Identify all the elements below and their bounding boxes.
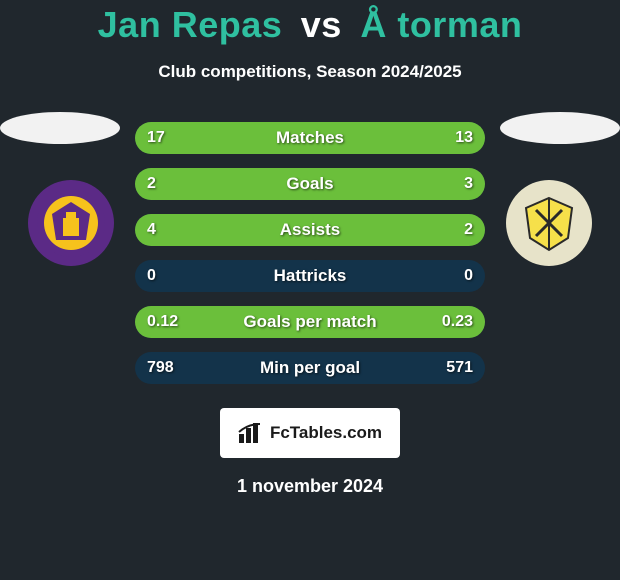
date-label: 1 november 2024 xyxy=(0,476,620,497)
page-title: Jan Repas vs Å torman xyxy=(0,0,620,46)
source-badge-text: FcTables.com xyxy=(270,423,382,443)
club-badge-left-icon xyxy=(36,188,106,258)
stat-bars: 1713Matches 23Goals 42Assists 00Hattricks 0.… xyxy=(135,122,485,384)
stat-row-assists: 42Assists xyxy=(135,214,485,246)
stat-label: Matches xyxy=(135,122,485,154)
club-badge-right-icon xyxy=(514,188,584,258)
source-badge: FcTables.com xyxy=(220,408,400,458)
stat-label: Hattricks xyxy=(135,260,485,292)
subtitle: Club competitions, Season 2024/2025 xyxy=(0,62,620,82)
vs-label: vs xyxy=(301,4,342,45)
player1-photo-placeholder xyxy=(0,112,120,144)
fctables-logo-icon xyxy=(238,422,264,444)
player2-name: Å torman xyxy=(360,4,522,45)
stat-label: Goals xyxy=(135,168,485,200)
stat-row-min-per-goal: 798571Min per goal xyxy=(135,352,485,384)
stat-label: Goals per match xyxy=(135,306,485,338)
stat-row-goals: 23Goals xyxy=(135,168,485,200)
stat-row-hattricks: 00Hattricks xyxy=(135,260,485,292)
player1-club-badge xyxy=(28,180,114,266)
stat-label: Min per goal xyxy=(135,352,485,384)
comparison-stage: 1713Matches 23Goals 42Assists 00Hattricks 0.… xyxy=(0,122,620,384)
stat-label: Assists xyxy=(135,214,485,246)
stat-row-matches: 1713Matches xyxy=(135,122,485,154)
player2-club-badge xyxy=(506,180,592,266)
player2-photo-placeholder xyxy=(500,112,620,144)
stat-row-goals-per-match: 0.120.23Goals per match xyxy=(135,306,485,338)
player1-name: Jan Repas xyxy=(98,4,283,45)
